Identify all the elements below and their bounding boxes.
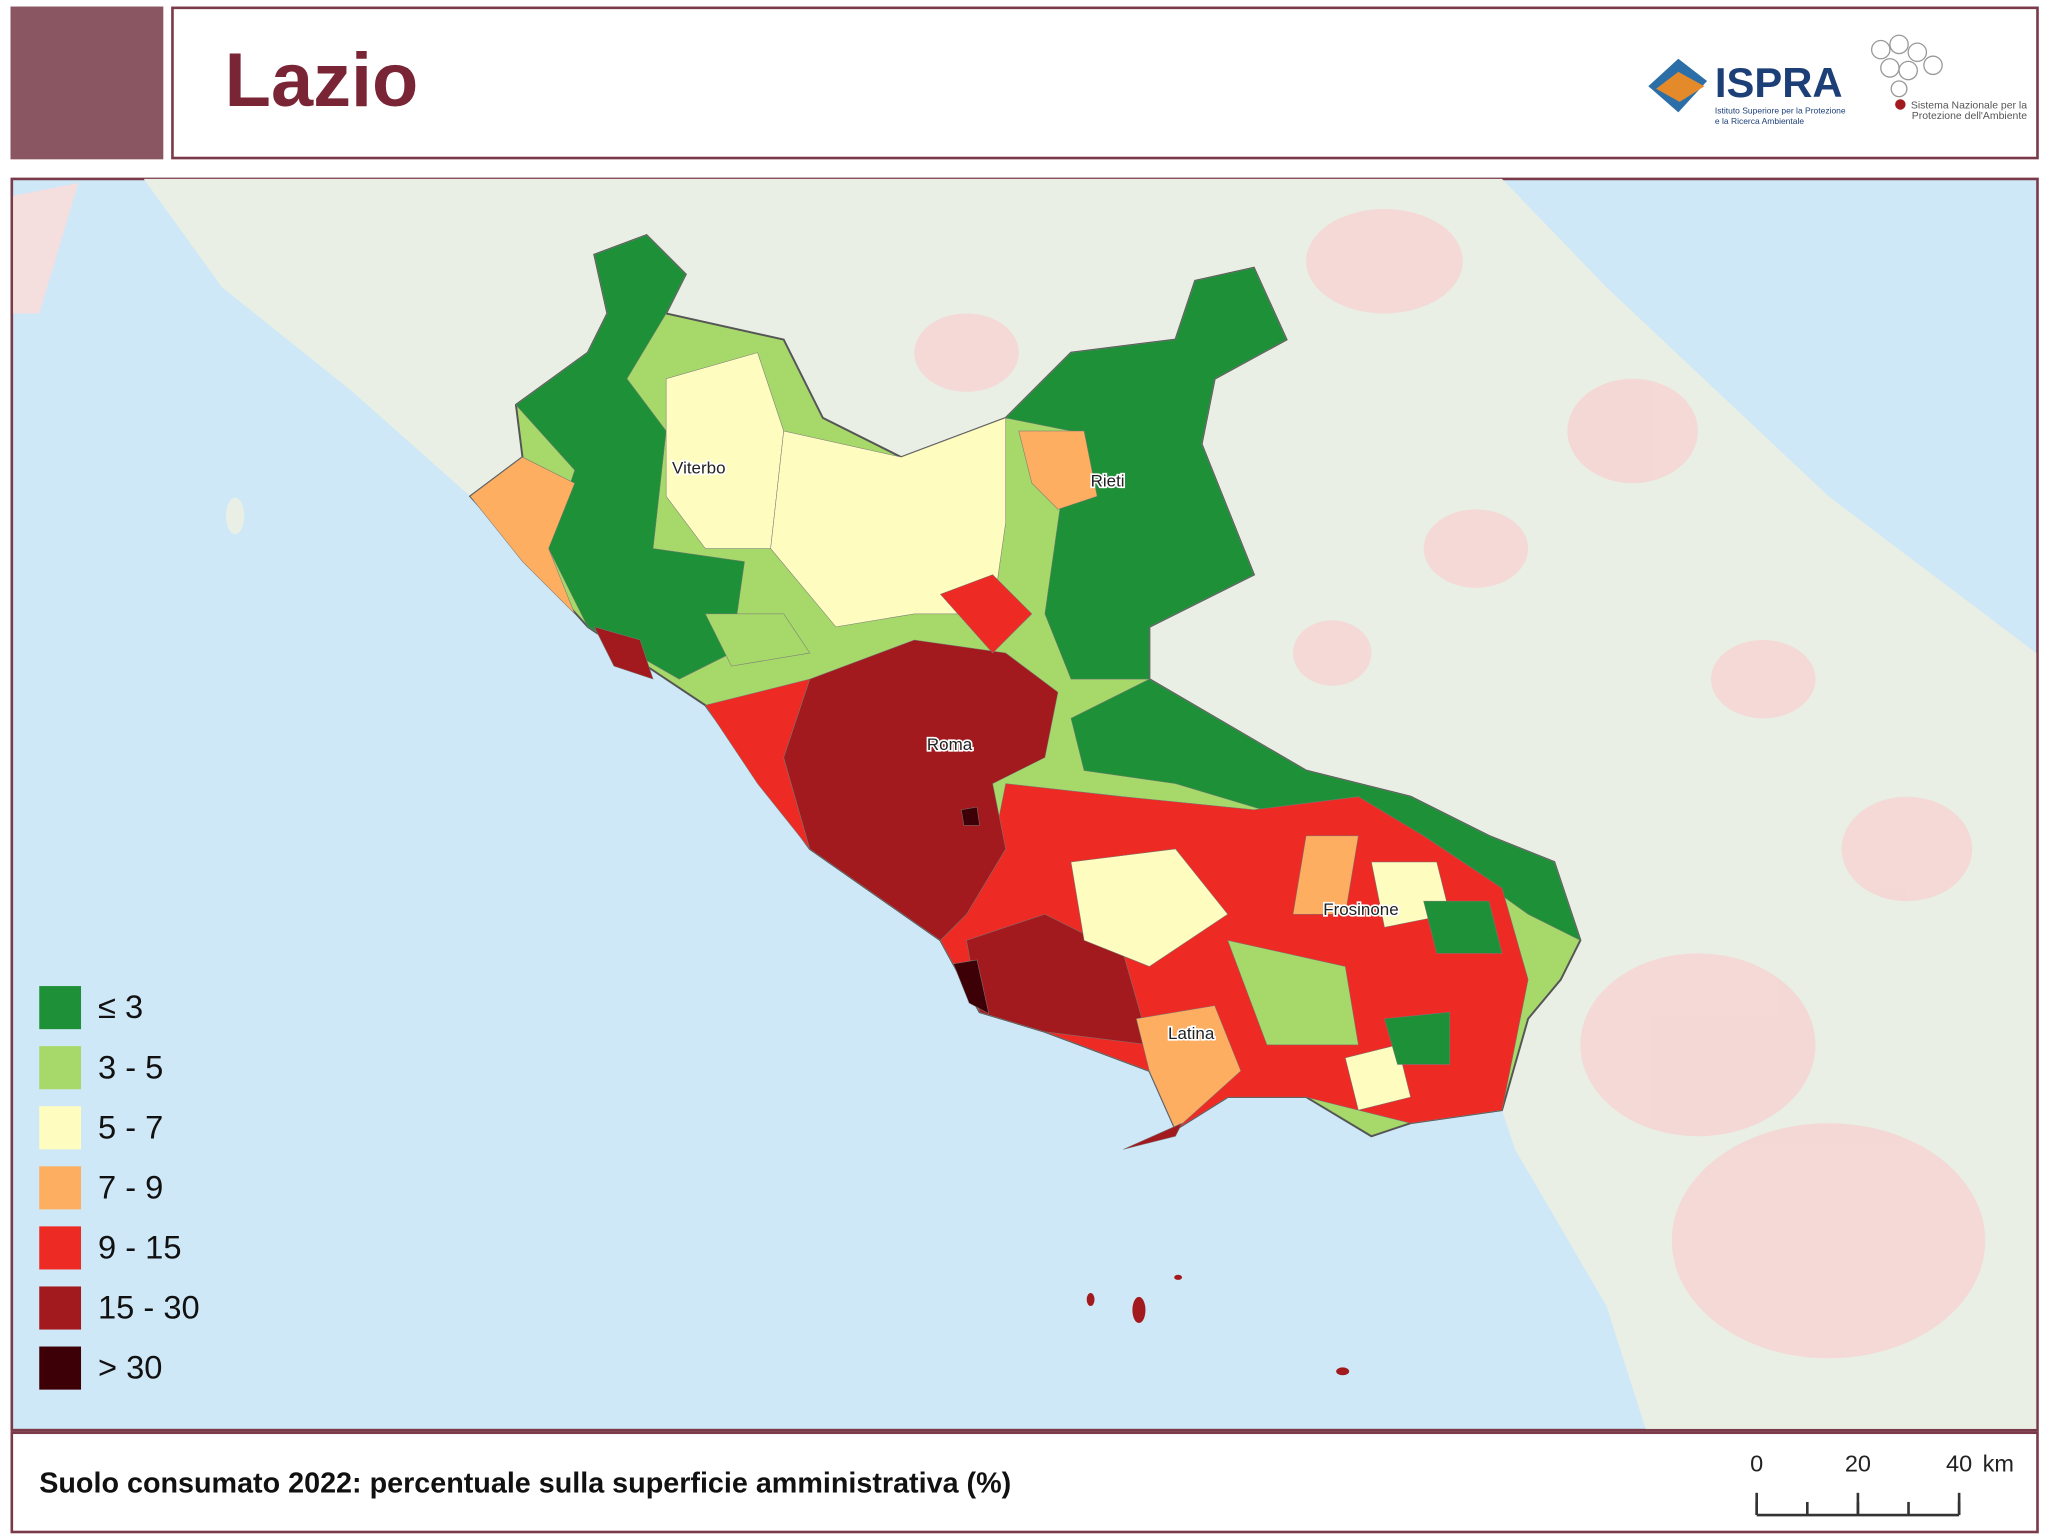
legend-label: 5 - 7 [98,1108,163,1145]
legend-swatch [39,1286,82,1330]
city-label: Roma [927,735,973,754]
scale-unit: km [1983,1451,2014,1477]
legend: ≤ 3 3 - 5 5 - 7 7 - 9 9 - 15 15 - 30 > 30 [39,986,200,1390]
scale-label: 0 [1750,1451,1763,1477]
city-label: Latina [1168,1024,1215,1043]
logo-network: Sistema Nazionale per la Protezione dell… [1910,100,2028,122]
logo-subtitle: Istituto Superiore per la Protezione e l… [1714,107,1846,127]
legend-swatch [39,1046,82,1090]
legend-label: 3 - 5 [98,1048,163,1085]
header-box [171,6,2039,160]
legend-label: 15 - 30 [98,1289,200,1326]
neighbour-patches [914,208,1986,1359]
municipalities [469,234,1581,1150]
legend-label: > 30 [98,1349,162,1386]
legend-swatch [39,986,82,1030]
city-label: Viterbo [672,458,725,477]
title: Lazio [225,38,419,123]
legend-swatch [39,1106,82,1150]
scale-label: 20 [1845,1451,1871,1477]
city-label: Rieti [1091,471,1125,490]
logo-sub-box: Istituto Superiore per la Protezione e l… [1714,107,1846,127]
legend-swatch [39,1226,82,1270]
ispra-logo: ISPRA Istituto Superiore per la Protezio… [1648,34,2028,127]
logo-name: ISPRA [1715,59,1843,106]
caption: Suolo consumato 2022: percentuale sulla … [39,1468,1011,1500]
legend-label: ≤ 3 [98,988,143,1025]
legend-swatch [39,1346,82,1390]
land [13,182,79,314]
legend-label: 7 - 9 [98,1168,163,1205]
islands [226,497,1350,1376]
city-label: Frosinone [1323,900,1398,919]
legend-label: 9 - 15 [98,1229,181,1266]
map: Viterbo Rieti Roma Frosinone Latina ≤ 3 3… [13,178,2037,1429]
scale-bar: 0 20 40 km [1750,1451,2014,1517]
legend-swatch [39,1166,82,1210]
header-square [10,6,164,160]
caption-box [10,1431,2039,1534]
network-box: Sistema Nazionale per la Protezione dell… [1910,100,2028,122]
scale-label: 40 [1946,1451,1972,1477]
